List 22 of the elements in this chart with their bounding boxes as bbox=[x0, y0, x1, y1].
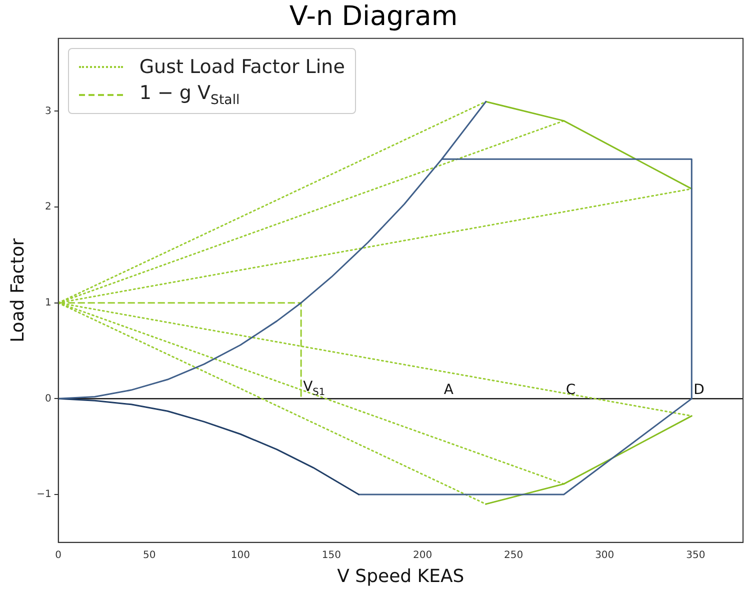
x-tick-label: 250 bbox=[504, 550, 524, 561]
y-tick-label: −1 bbox=[36, 489, 52, 500]
y-axis-title: Load Factor bbox=[7, 238, 28, 342]
x-tick-label: 100 bbox=[230, 550, 250, 561]
x-tick-label: 50 bbox=[143, 550, 156, 561]
x-tick-label: 200 bbox=[412, 550, 432, 561]
x-tick-label: 350 bbox=[686, 550, 706, 561]
x-axis-title: V Speed KEAS bbox=[337, 566, 464, 587]
x-tick-label: 300 bbox=[595, 550, 614, 561]
y-tick-label: 0 bbox=[44, 393, 52, 404]
annotation: D bbox=[694, 382, 704, 398]
y-tick-label: 3 bbox=[44, 106, 52, 117]
legend-label: 1 − g V$_{Stall}$ bbox=[139, 82, 240, 108]
y-tick-label: 2 bbox=[44, 202, 52, 213]
y-tick-label: 1 bbox=[44, 297, 52, 308]
annotation: V$_{S1}$ bbox=[303, 378, 326, 398]
x-tick-label: 0 bbox=[55, 550, 62, 561]
annotation: A bbox=[444, 382, 454, 398]
chart-title: V-n Diagram bbox=[289, 1, 458, 32]
annotation: C bbox=[566, 382, 576, 398]
x-tick-label: 150 bbox=[322, 550, 342, 561]
legend-label: Gust Load Factor Line bbox=[139, 56, 345, 78]
